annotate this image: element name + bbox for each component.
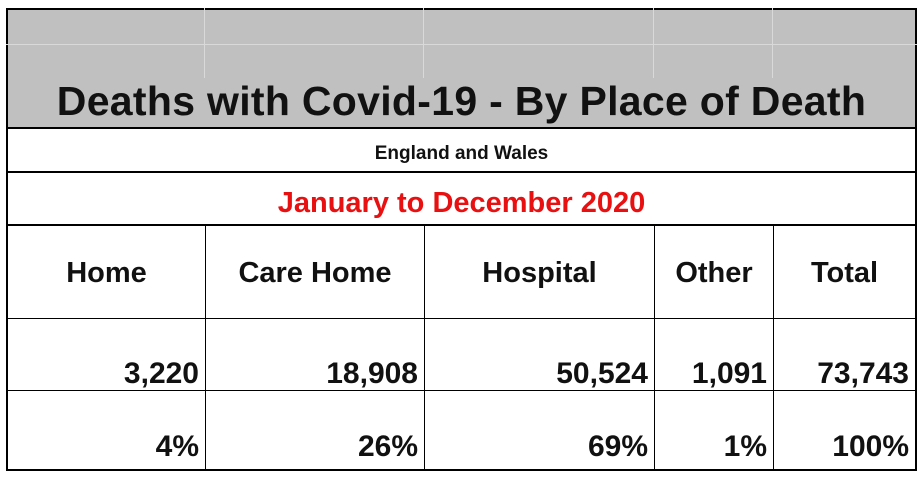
row-divider [8,318,915,319]
column-divider [654,226,655,469]
percent-total[interactable]: 100% [832,430,909,463]
column-divider [773,226,774,469]
sheet-gridline [653,8,654,78]
column-divider [205,226,206,469]
percent-home[interactable]: 4% [155,430,199,463]
percent-care-home[interactable]: 26% [357,430,418,463]
header-total[interactable]: Total [810,257,879,289]
header-home[interactable]: Home [66,257,147,289]
sheet-gridline [204,8,205,78]
subtitle-row[interactable]: England and Wales [6,129,917,173]
percent-hospital[interactable]: 69% [587,430,648,463]
period-row[interactable]: January to December 2020 [6,173,917,226]
title-cell[interactable]: Deaths with Covid-19 - By Place of Death [6,8,917,129]
header-hospital[interactable]: Hospital [482,257,597,289]
count-hospital[interactable]: 50,524 [556,357,648,390]
row-divider [8,390,915,391]
data-table: Home Care Home Hospital Other Total 3,22… [6,226,917,471]
percent-other[interactable]: 1% [723,430,767,463]
count-care-home[interactable]: 18,908 [326,357,418,390]
count-total[interactable]: 73,743 [817,357,909,390]
count-home[interactable]: 3,220 [123,357,199,390]
sheet-gridline [6,44,917,45]
header-other[interactable]: Other [675,257,753,289]
period-label: January to December 2020 [277,187,646,219]
table-title: Deaths with Covid-19 - By Place of Death [56,78,867,124]
header-care-home[interactable]: Care Home [238,257,392,289]
count-other[interactable]: 1,091 [691,357,767,390]
subtitle: England and Wales [374,143,549,164]
column-divider [424,226,425,469]
sheet-gridline [423,8,424,78]
sheet-gridline [772,8,773,78]
